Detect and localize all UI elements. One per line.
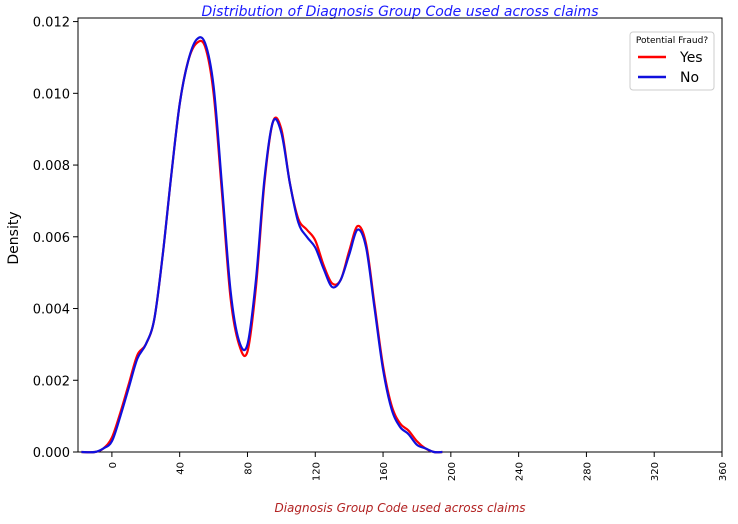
plot-area [77, 17, 723, 453]
x-tick-label-5: 200 [447, 462, 458, 481]
y-tick-label-1: 0.002 [33, 374, 70, 389]
x-tick-label-7: 280 [582, 462, 593, 481]
x-tick-label-8: 320 [650, 462, 661, 481]
legend: Potential Fraud? Yes No [629, 31, 715, 91]
y-tick-label-2: 0.004 [33, 303, 70, 318]
legend-label-no: No [680, 70, 699, 86]
x-axis-label: Diagnosis Group Code used across claims [274, 501, 525, 515]
chart-title: Distribution of Diagnosis Group Code use… [202, 4, 599, 20]
y-tick-label-0: 0.000 [33, 446, 70, 461]
series-line-no [81, 36, 443, 454]
y-tick-label-4: 0.008 [33, 159, 70, 174]
y-tick-label-3: 0.006 [33, 231, 70, 246]
x-tick-label-9: 360 [718, 462, 729, 481]
series-line-yes [81, 39, 443, 454]
y-tick-label-6: 0.012 [33, 16, 70, 31]
legend-label-yes: Yes [679, 50, 703, 66]
x-tick-label-6: 240 [515, 462, 526, 481]
y-axis-label: Density [6, 211, 22, 264]
y-tick-label-5: 0.010 [33, 87, 70, 102]
x-axis: 0 40 80 120 160 200 240 280 320 360 [108, 452, 729, 481]
x-tick-label-0: 0 [108, 462, 119, 468]
legend-title: Potential Fraud? [636, 36, 708, 46]
series-layer [81, 36, 443, 454]
x-tick-label-4: 160 [379, 462, 390, 481]
x-tick-label-3: 120 [311, 462, 322, 481]
legend-box [629, 31, 715, 91]
x-tick-label-1: 40 [176, 462, 187, 475]
x-tick-label-2: 80 [243, 462, 254, 475]
y-axis: 0.000 0.002 0.004 0.006 0.008 0.010 0.012 [33, 16, 78, 461]
